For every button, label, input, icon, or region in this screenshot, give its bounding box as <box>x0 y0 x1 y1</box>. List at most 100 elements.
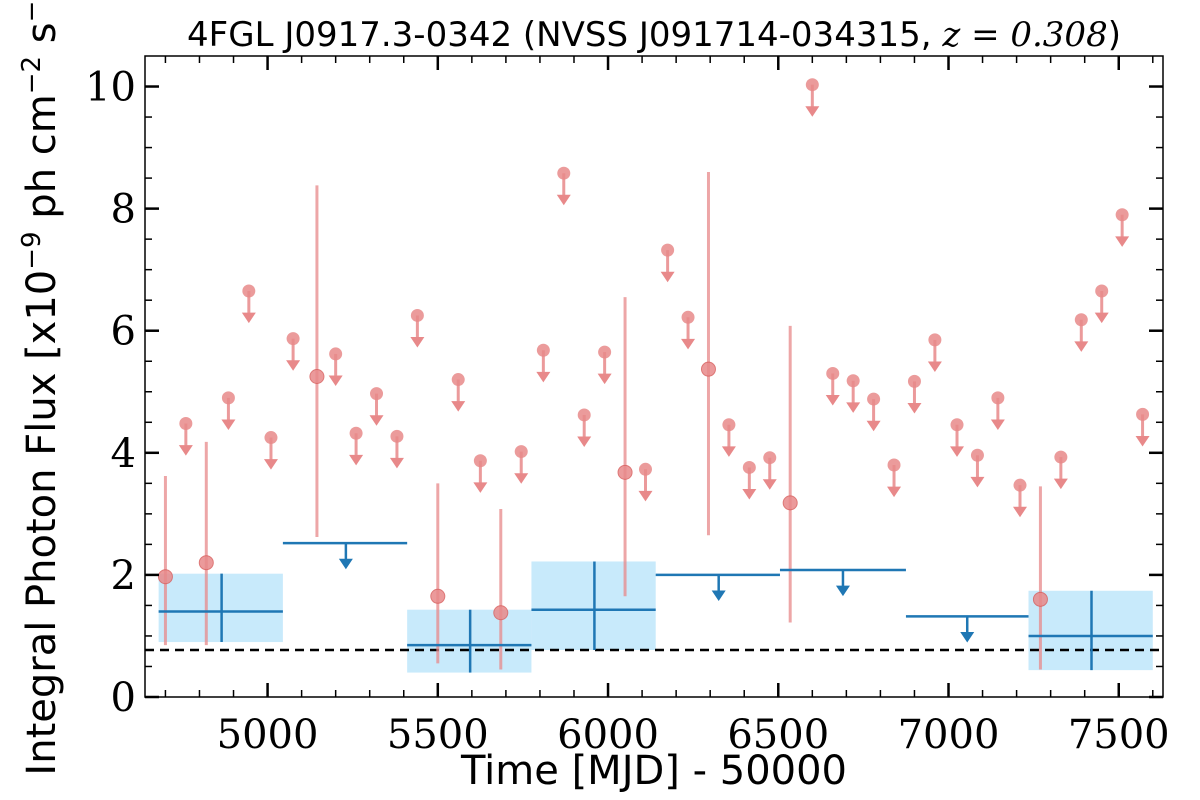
monthly-upper-limit-arrow <box>1135 435 1150 447</box>
monthly-upper-limit-arrow <box>907 402 922 414</box>
y-tick-label: 0 <box>111 675 136 721</box>
monthly-upper-limit-point <box>846 374 860 388</box>
monthly-upper-limit-arrow <box>473 482 488 493</box>
monthly-upper-limit-arrow <box>451 401 466 412</box>
monthly-detection-point <box>700 361 716 377</box>
chart-title-prefix: 4FGL J0917.3-0342 (NVSS J091714-034315, <box>187 15 942 55</box>
monthly-upper-limit-arrow <box>1094 312 1109 324</box>
monthly-upper-limit-point <box>349 426 363 440</box>
monthly-detection-point <box>617 464 633 480</box>
monthly-upper-limit-arrow <box>990 419 1005 430</box>
monthly-upper-limit-point <box>950 418 964 432</box>
x-axis-label: Time [MJD] - 50000 <box>460 748 847 794</box>
monthly-detection-point <box>198 555 214 571</box>
monthly-upper-limit-point <box>805 78 819 92</box>
monthly-upper-limit-arrow <box>660 271 675 283</box>
yearly-upper-limit-arrow <box>960 632 975 643</box>
monthly-upper-limit-arrow <box>762 479 777 490</box>
monthly-upper-limit-arrow <box>805 106 820 117</box>
chart-title-redshift: z = 0.308 <box>941 15 1107 55</box>
monthly-detection-point <box>782 495 798 511</box>
monthly-upper-limit-arrow <box>846 402 861 413</box>
monthly-upper-limit-point <box>638 462 652 476</box>
yearly-upper-limit-arrow <box>711 590 726 602</box>
monthly-upper-limit-arrow <box>349 454 364 466</box>
monthly-upper-limit-point <box>1136 407 1150 421</box>
monthly-upper-limit-point <box>970 448 984 462</box>
monthly-upper-limit-arrow <box>866 420 881 432</box>
monthly-upper-limit-arrow <box>536 371 551 383</box>
x-tick-label: 6000 <box>557 712 659 758</box>
monthly-upper-limit-point <box>286 332 300 346</box>
monthly-upper-limit-point <box>1054 450 1068 464</box>
x-tick-label: 5000 <box>217 712 319 758</box>
y-tick-label: 4 <box>111 431 136 477</box>
monthly-detection-point <box>430 588 446 604</box>
monthly-upper-limit-point <box>598 345 612 359</box>
y-axis-label-exp1: −9 <box>17 231 47 269</box>
chart-title-suffix: ) <box>1108 15 1121 55</box>
monthly-upper-limit-point <box>991 391 1005 405</box>
monthly-upper-limit-point <box>451 373 465 387</box>
monthly-upper-limit-arrow <box>742 489 757 500</box>
monthly-upper-limit-arrow <box>638 490 653 502</box>
monthly-upper-limit-point <box>473 454 487 468</box>
monthly-upper-limit-arrow <box>577 436 592 448</box>
monthly-upper-limit-point <box>722 418 736 432</box>
monthly-upper-limit-point <box>1115 208 1129 222</box>
monthly-upper-limit-arrow <box>1053 478 1068 490</box>
x-tick-label: 7500 <box>1068 712 1170 758</box>
monthly-detection-point <box>309 369 325 384</box>
monthly-upper-limit-point <box>370 387 384 401</box>
chart-title: 4FGL J0917.3-0342 (NVSS J091714-034315, … <box>187 15 1121 55</box>
monthly-upper-limit-point <box>1095 284 1109 298</box>
monthly-upper-limit-arrow <box>263 459 278 470</box>
monthly-upper-limit-point <box>1074 313 1088 327</box>
monthly-upper-limit-arrow <box>887 486 902 498</box>
monthly-upper-limit-point <box>742 460 756 474</box>
plot-frame <box>144 55 1164 698</box>
monthly-upper-limit-arrow <box>556 194 571 206</box>
x-tick-label: 6500 <box>727 712 829 758</box>
monthly-upper-limit-arrow <box>410 337 425 348</box>
y-axis-label-exp3: −1 <box>17 0 47 22</box>
monthly-upper-limit-point <box>390 429 404 443</box>
monthly-upper-limit-point <box>763 451 777 465</box>
monthly-upper-limit-arrow <box>241 312 256 324</box>
plot-area <box>145 78 1163 673</box>
monthly-upper-limit-point <box>681 310 695 324</box>
monthly-upper-limit-arrow <box>950 446 965 457</box>
y-tick-label: 8 <box>111 187 136 233</box>
monthly-upper-limit-point <box>221 391 235 405</box>
monthly-upper-limit-arrow <box>721 446 736 457</box>
x-tick-label: 5500 <box>387 712 489 758</box>
monthly-upper-limit-arrow <box>369 415 384 426</box>
y-axis-label-exp2: −2 <box>17 56 47 94</box>
y-axis-label-part1: Integral Photon Flux [x10 <box>19 270 65 776</box>
monthly-upper-limit-point <box>826 366 840 380</box>
monthly-upper-limit-point <box>661 243 675 257</box>
monthly-upper-limit-point <box>867 392 881 406</box>
monthly-upper-limit-point <box>1013 478 1027 492</box>
monthly-upper-limit-arrow <box>286 360 301 371</box>
monthly-upper-limit-point <box>329 347 343 361</box>
monthly-upper-limit-point <box>928 333 942 347</box>
monthly-upper-limit-arrow <box>597 373 612 385</box>
monthly-upper-limit-arrow <box>927 361 942 372</box>
y-axis-label-part2: ph cm <box>19 94 65 231</box>
monthly-upper-limit-arrow <box>970 476 985 488</box>
monthly-upper-limit-arrow <box>514 473 529 484</box>
y-axis-label: Integral Photon Flux [x10−9 ph cm−2 s−1] <box>17 0 65 776</box>
monthly-upper-limit-arrow <box>681 338 696 350</box>
y-tick-label: 2 <box>111 553 136 599</box>
monthly-upper-limit-arrow <box>221 419 236 430</box>
monthly-upper-limit-point <box>907 374 921 388</box>
monthly-upper-limit-point <box>264 431 278 445</box>
monthly-detection-point <box>493 605 509 621</box>
monthly-upper-limit-arrow <box>389 457 404 469</box>
axes: 5000 5500 6000 6500 7000 7500 0 2 4 6 8 10 <box>85 55 1170 758</box>
monthly-upper-limit-point <box>557 166 571 180</box>
monthly-upper-limit-arrow <box>1115 236 1130 247</box>
monthly-upper-limit-point <box>887 458 901 472</box>
